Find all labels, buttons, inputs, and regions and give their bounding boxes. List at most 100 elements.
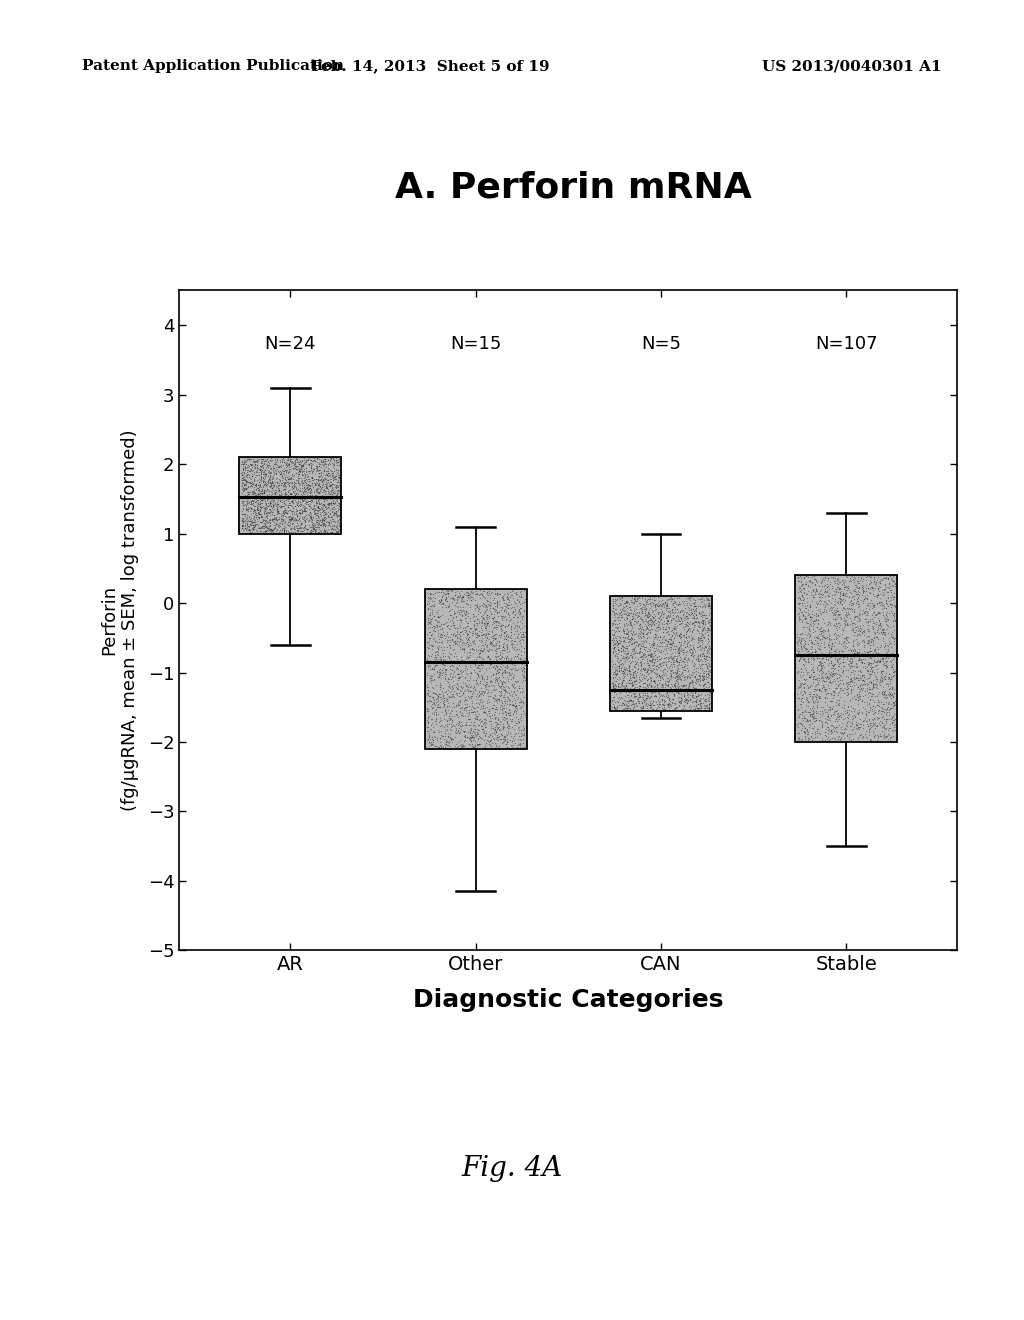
Point [671,626,687,647]
Point [443,711,460,733]
Point [474,609,490,630]
Point [289,451,305,473]
Point [296,453,312,474]
Point [638,623,654,644]
Point [871,651,888,672]
Point [499,708,515,729]
Point [275,492,292,513]
Point [828,673,845,694]
Point [671,611,687,632]
Point [245,483,261,504]
Point [251,465,267,486]
Point [679,649,695,671]
Point [650,630,667,651]
Point [628,611,644,632]
Point [293,457,309,478]
Point [641,602,657,623]
Point [686,655,702,676]
Point [430,590,446,611]
Point [460,628,476,649]
Point [833,589,849,610]
Point [640,693,656,714]
Point [492,661,508,682]
Point [263,475,280,496]
Point [816,576,833,597]
Point [319,459,336,480]
Point [465,726,481,747]
Point [617,664,634,685]
Point [493,710,509,731]
Point [837,586,853,607]
Point [658,660,675,681]
Point [856,640,872,661]
Point [489,590,506,611]
Point [693,624,710,645]
Point [498,723,514,744]
Point [874,648,891,669]
Point [809,648,825,669]
Point [486,616,503,638]
Point [797,647,813,668]
Point [626,632,642,653]
Point [444,579,461,601]
Point [640,601,656,622]
Point [292,499,308,520]
Point [258,457,274,478]
Point [495,636,511,657]
Point [635,624,651,645]
Point [258,506,274,527]
Point [474,611,490,632]
Point [493,738,509,759]
Point [675,659,691,680]
Point [856,622,872,643]
Point [276,488,293,510]
Point [642,636,658,657]
Point [471,709,487,730]
Point [290,479,306,500]
Point [422,612,438,634]
Point [677,680,693,701]
Point [799,675,815,696]
Point [806,568,822,589]
Point [458,603,474,624]
Point [849,649,865,671]
Point [859,652,876,673]
Point [613,693,630,714]
Point [687,663,703,684]
Point [856,653,872,675]
Point [844,648,860,669]
Point [821,665,838,686]
Point [665,681,681,702]
Point [514,593,530,614]
Point [474,722,490,743]
Point [314,470,331,491]
Point [425,715,441,737]
Point [296,461,312,482]
Point [876,726,892,747]
Point [843,611,859,632]
Point [298,473,314,494]
Point [292,488,308,510]
Point [253,496,269,517]
Point [647,619,664,640]
Point [463,685,479,706]
Point [848,688,864,709]
Point [435,643,452,664]
Point [871,714,888,735]
Point [884,678,900,700]
Point [488,713,505,734]
Point [691,694,708,715]
Point [646,614,663,635]
Point [816,581,833,602]
Point [282,499,298,520]
Point [510,590,526,611]
Point [796,648,812,669]
Point [278,519,294,540]
Point [811,722,827,743]
Point [310,491,327,512]
Point [867,639,884,660]
Point [662,694,678,715]
Point [840,627,856,648]
Point [645,682,662,704]
Point [256,498,272,519]
